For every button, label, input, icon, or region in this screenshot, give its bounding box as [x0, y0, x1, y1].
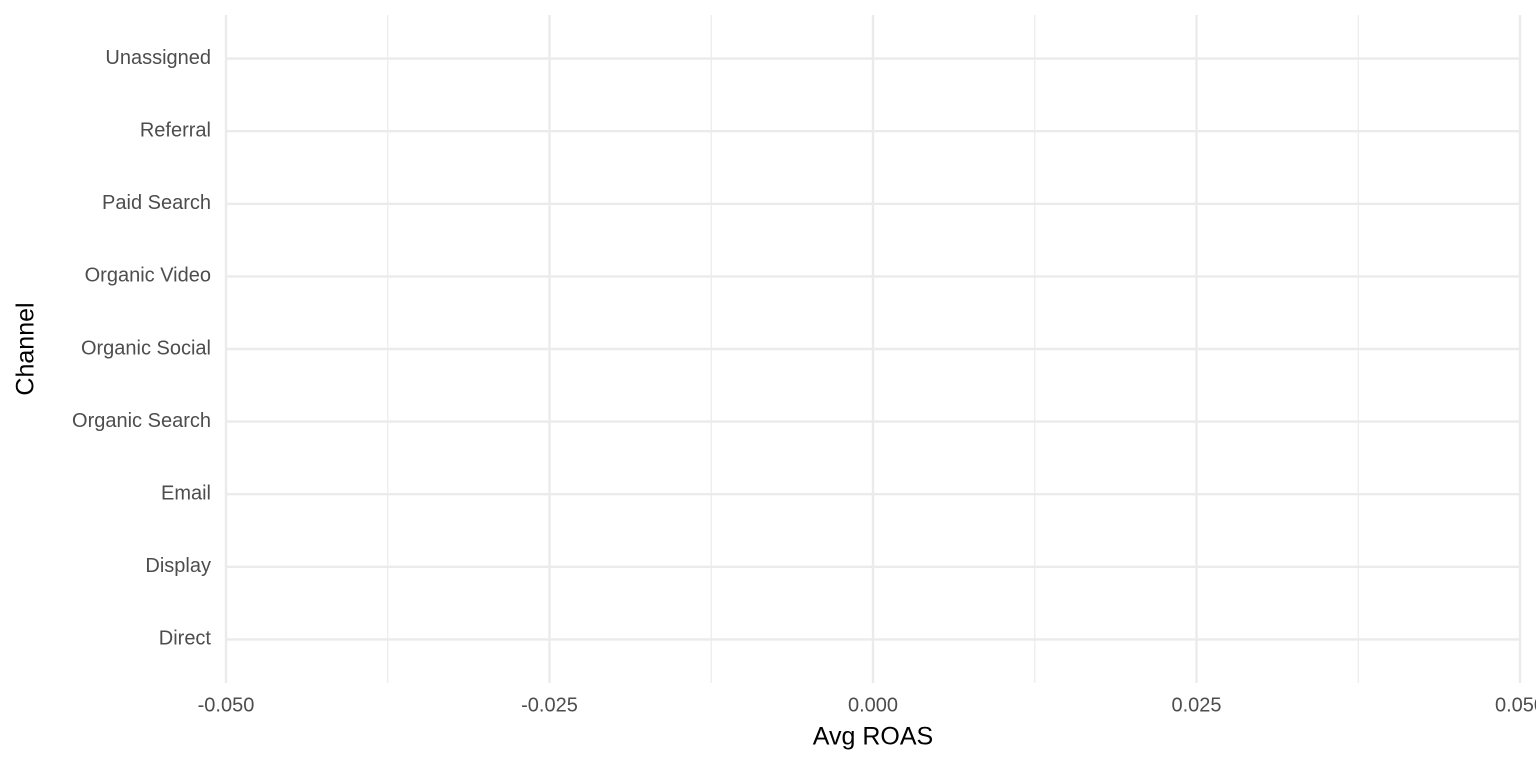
y-tick-label: Display: [145, 555, 211, 577]
x-axis-title: Avg ROAS: [813, 723, 933, 751]
x-tick-label: 0.025: [1171, 694, 1221, 716]
y-axis-title: Channel: [12, 302, 40, 395]
y-tick-label: Unassigned: [105, 47, 211, 69]
y-tick-label: Paid Search: [102, 192, 211, 214]
y-tick-label: Organic Video: [85, 265, 211, 287]
x-tick-label: -0.050: [198, 694, 255, 716]
y-tick-label: Organic Social: [81, 337, 211, 359]
y-tick-label: Direct: [159, 628, 212, 650]
x-tick-label: 0.000: [848, 694, 898, 716]
y-tick-label: Referral: [140, 119, 211, 141]
y-tick-label: Email: [161, 482, 211, 504]
x-tick-label: -0.025: [521, 694, 578, 716]
y-tick-label: Organic Search: [72, 410, 211, 432]
x-tick-label: 0.050: [1495, 694, 1536, 716]
